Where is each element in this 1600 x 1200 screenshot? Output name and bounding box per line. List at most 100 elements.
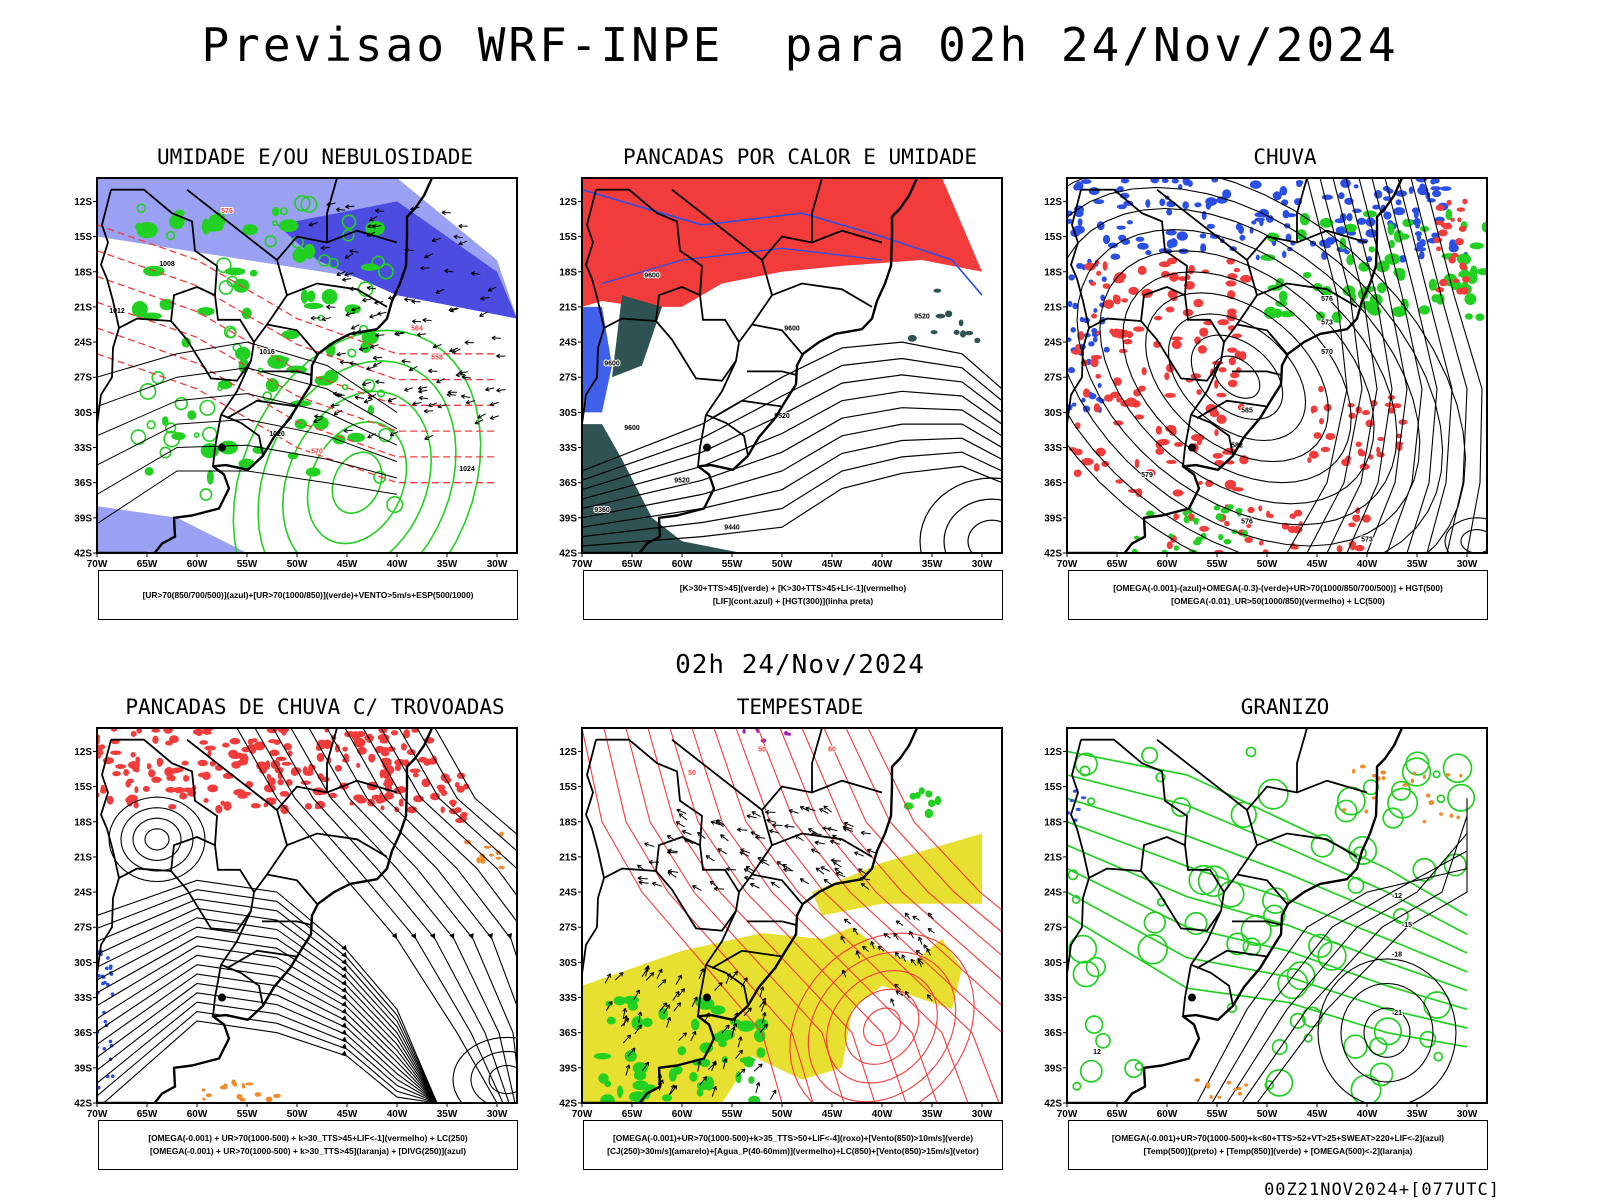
thunder-red-cell bbox=[207, 784, 219, 793]
lon-tick-label: 70W bbox=[87, 559, 108, 570]
hgt500-contour bbox=[1384, 178, 1438, 553]
border-line bbox=[111, 738, 218, 846]
wind-vector bbox=[480, 296, 490, 300]
thunder-red-cell bbox=[267, 739, 279, 744]
thunder-red-cell bbox=[127, 794, 138, 802]
wind850-vector bbox=[726, 868, 737, 871]
wind850-vector bbox=[750, 831, 761, 837]
thunder-red-cell bbox=[168, 804, 177, 810]
legend-box: [OMEGA(-0.001) + UR>70(1000-500) + k>30_… bbox=[98, 1120, 518, 1170]
omega-blue-cell bbox=[1238, 225, 1245, 235]
green-cell bbox=[267, 354, 288, 369]
rain-red-cell bbox=[1354, 544, 1365, 552]
wind850-green-cell bbox=[604, 1080, 612, 1088]
border-line bbox=[751, 873, 803, 905]
thunder-red-cell bbox=[300, 780, 311, 785]
vector-head bbox=[441, 210, 446, 216]
vector-head bbox=[418, 388, 423, 394]
lat-tick-label: 42S bbox=[74, 1099, 92, 1110]
omega-blue-cell bbox=[1072, 302, 1079, 310]
border-line bbox=[596, 188, 703, 296]
lon-tick-label: 65W bbox=[1107, 559, 1128, 570]
wind850-vector bbox=[830, 840, 840, 845]
border-line bbox=[761, 779, 883, 846]
rain-red-cell bbox=[1448, 256, 1456, 264]
omega-green-cell bbox=[1469, 242, 1484, 250]
border-line bbox=[186, 188, 278, 261]
green-cell bbox=[206, 470, 214, 485]
border-line bbox=[212, 964, 222, 1017]
stream-arrow bbox=[341, 1015, 347, 1021]
green-contour-cell bbox=[217, 385, 223, 392]
thunder-red-cell bbox=[151, 776, 162, 783]
wind850-green-cell bbox=[925, 790, 933, 798]
wind850-green-cell bbox=[696, 1088, 704, 1097]
temp850-contour bbox=[1308, 933, 1333, 959]
lat-tick-label: 12S bbox=[74, 747, 92, 758]
thunder-red-cell bbox=[316, 752, 325, 763]
green-cell bbox=[242, 224, 258, 236]
lat-tick-label: 21S bbox=[559, 302, 577, 313]
map-border bbox=[1066, 727, 1488, 1104]
rain-red-cell bbox=[1341, 458, 1351, 467]
lon-tick-label: 35W bbox=[922, 1109, 943, 1120]
rain-red-cell bbox=[1462, 198, 1468, 205]
omega-orange-cell bbox=[1359, 764, 1366, 769]
vector-head bbox=[487, 287, 493, 292]
streamline bbox=[97, 964, 438, 1103]
wind850-vector bbox=[842, 969, 847, 978]
border-line bbox=[1067, 867, 1142, 982]
vector-head bbox=[389, 431, 395, 437]
vector-head bbox=[770, 881, 776, 886]
border-line bbox=[811, 728, 823, 793]
lat-tick-label: 21S bbox=[1044, 302, 1062, 313]
wind850-vector bbox=[912, 915, 920, 921]
omega-blue-cell bbox=[1251, 220, 1257, 225]
lon-tick-label: 30W bbox=[1457, 559, 1478, 570]
vector-head bbox=[758, 1063, 763, 1068]
lon-tick-label: 45W bbox=[1307, 559, 1328, 570]
vector-head bbox=[458, 241, 463, 246]
green-cell bbox=[306, 290, 316, 303]
temp850-contour bbox=[1447, 783, 1476, 812]
vector-head bbox=[769, 829, 774, 834]
vector-head bbox=[823, 878, 829, 884]
lon-tick-label: 55W bbox=[1207, 1109, 1228, 1120]
rain-red-cell bbox=[1446, 199, 1452, 206]
omega-orange-cell bbox=[1351, 768, 1356, 774]
lon-tick-label: 50W bbox=[287, 559, 308, 570]
thunder-red-cell bbox=[380, 805, 385, 811]
thunder-red-cell bbox=[169, 768, 181, 774]
temp850-contour bbox=[1095, 1032, 1111, 1049]
lc850-line bbox=[582, 728, 783, 1103]
lc250-ring bbox=[120, 807, 194, 872]
omega-blue-cell bbox=[1074, 209, 1084, 218]
omega-green-cell bbox=[1131, 548, 1138, 553]
omega-green-cell bbox=[1388, 239, 1395, 249]
rain-red-cell bbox=[1075, 343, 1081, 352]
wind850-vector bbox=[769, 1089, 777, 1100]
vector-head bbox=[310, 315, 315, 321]
wind-vector bbox=[336, 208, 346, 211]
thunder-red-cell bbox=[275, 756, 287, 762]
vector-head bbox=[926, 994, 932, 999]
wind-vector bbox=[432, 343, 442, 348]
border-line bbox=[738, 282, 873, 343]
vector-head bbox=[424, 435, 429, 440]
temp850-contour bbox=[1432, 770, 1441, 779]
contour-label: 9520 bbox=[914, 314, 930, 321]
isobar bbox=[97, 418, 398, 466]
green-contour-cell bbox=[386, 496, 404, 514]
vector-head bbox=[362, 381, 367, 387]
rain-red-cell bbox=[1198, 480, 1203, 485]
vector-head bbox=[350, 325, 356, 330]
lat-tick-label: 12S bbox=[74, 197, 92, 208]
green-cell bbox=[332, 434, 346, 445]
omega-green-cell bbox=[1168, 533, 1174, 538]
contour-label: 585 bbox=[1241, 407, 1253, 414]
rain-red-cell bbox=[1171, 336, 1183, 341]
omega-blue-cell bbox=[1150, 178, 1160, 184]
omega-orange-cell bbox=[1422, 819, 1427, 824]
vector-head bbox=[313, 418, 318, 423]
vector-head bbox=[401, 359, 406, 364]
